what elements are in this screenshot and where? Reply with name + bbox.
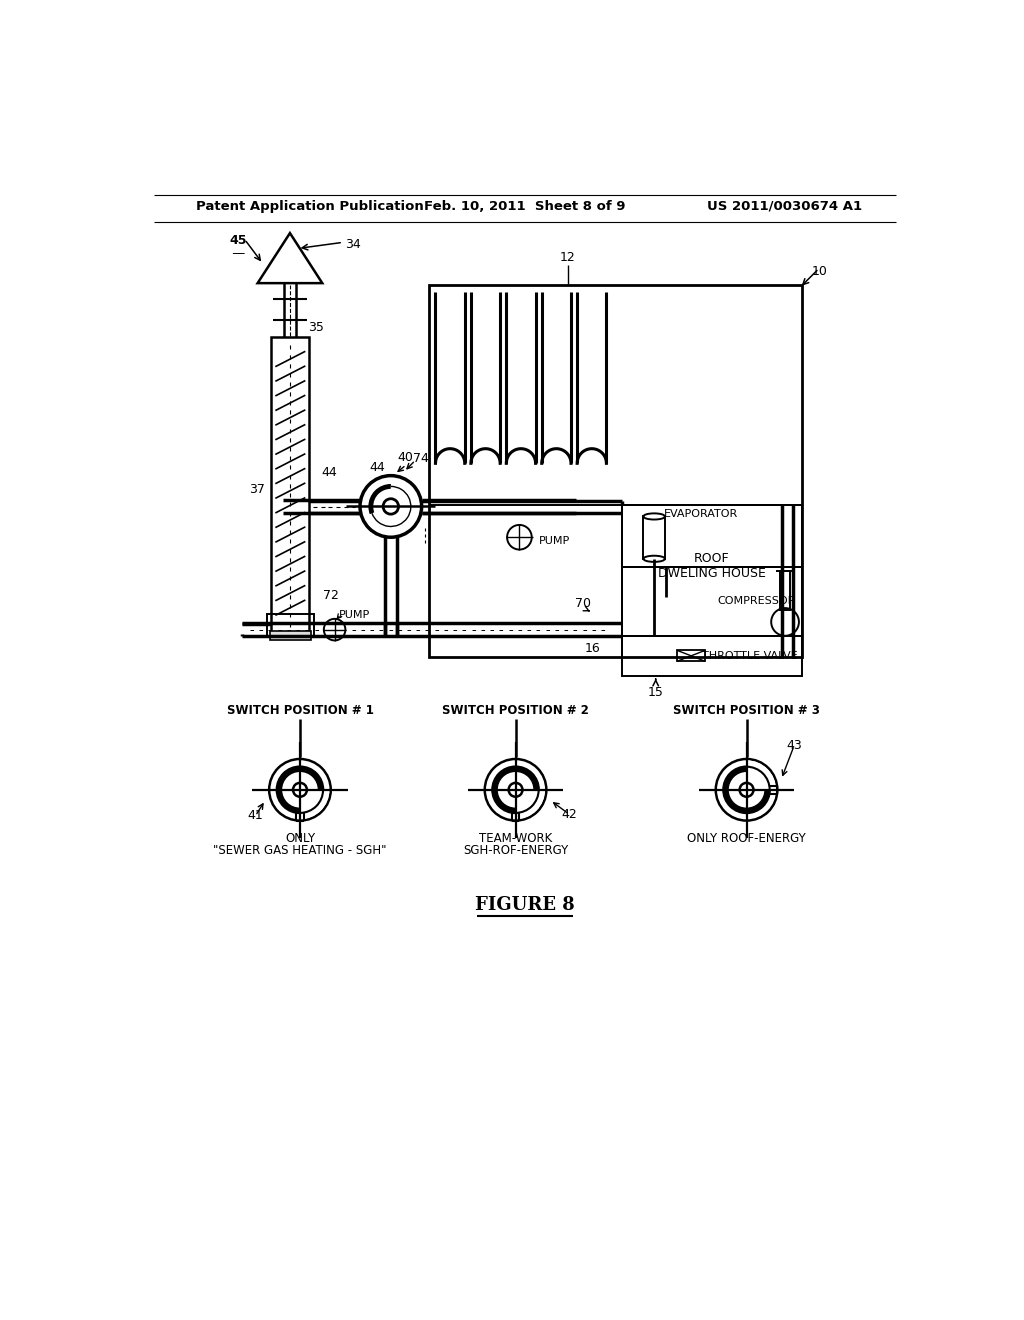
Text: 35: 35 (307, 321, 324, 334)
Text: 10: 10 (811, 265, 827, 277)
Circle shape (324, 619, 345, 640)
Text: 44: 44 (370, 462, 385, 474)
Bar (643, 516, 665, 558)
Text: PUMP: PUMP (539, 536, 570, 546)
Ellipse shape (643, 513, 665, 520)
Text: SWITCH POSITION # 2: SWITCH POSITION # 2 (442, 704, 589, 717)
Text: 40: 40 (397, 451, 413, 465)
Text: "SEWER GAS HEATING - SGH": "SEWER GAS HEATING - SGH" (213, 845, 387, 858)
Text: 42: 42 (561, 808, 578, 821)
Text: __: __ (232, 240, 245, 253)
Circle shape (739, 783, 754, 797)
Text: 41: 41 (248, 809, 263, 822)
Circle shape (497, 771, 535, 808)
Circle shape (771, 609, 799, 636)
Text: ONLY: ONLY (285, 832, 315, 845)
Bar (267, 614, 313, 636)
Text: 44: 44 (322, 466, 337, 479)
Text: Feb. 10, 2011  Sheet 8 of 9: Feb. 10, 2011 Sheet 8 of 9 (424, 199, 626, 213)
Bar (622, 636, 802, 676)
Circle shape (493, 767, 539, 813)
Text: 72: 72 (323, 589, 339, 602)
Circle shape (724, 767, 770, 813)
Text: ROOF
DWELING HOUSE: ROOF DWELING HOUSE (658, 552, 766, 579)
Text: US 2011/0030674 A1: US 2011/0030674 A1 (707, 199, 862, 213)
Text: EVAPORATOR: EVAPORATOR (665, 508, 738, 519)
Ellipse shape (643, 556, 665, 562)
Bar (270, 631, 310, 640)
Circle shape (269, 759, 331, 821)
Circle shape (507, 525, 531, 549)
Bar (622, 504, 802, 566)
Circle shape (371, 487, 411, 527)
Text: Patent Application Publication: Patent Application Publication (196, 199, 424, 213)
Polygon shape (258, 234, 323, 284)
Text: SWITCH POSITION # 1: SWITCH POSITION # 1 (226, 704, 374, 717)
Bar (779, 572, 791, 610)
Circle shape (360, 475, 422, 537)
Text: FIGURE 8: FIGURE 8 (475, 896, 574, 915)
Text: 45: 45 (229, 234, 247, 247)
Circle shape (383, 499, 398, 515)
Circle shape (509, 783, 522, 797)
Circle shape (716, 759, 777, 821)
Text: TEAM-WORK: TEAM-WORK (479, 832, 552, 845)
Text: ONLY ROOF-ENERGY: ONLY ROOF-ENERGY (687, 832, 806, 845)
Circle shape (484, 759, 547, 821)
Bar (429, 285, 802, 657)
Circle shape (728, 771, 765, 808)
Text: 15: 15 (648, 686, 664, 698)
Text: 70: 70 (574, 597, 591, 610)
Circle shape (276, 767, 323, 813)
Circle shape (293, 783, 307, 797)
Text: COMPRESSOR: COMPRESSOR (718, 597, 796, 606)
Text: 74: 74 (413, 453, 429, 465)
Circle shape (282, 771, 318, 808)
Bar (271, 337, 309, 635)
Text: THROTTLE VALVE: THROTTLE VALVE (702, 651, 798, 661)
Text: 37: 37 (250, 483, 265, 496)
Bar (677, 651, 705, 661)
Text: SGH-ROF-ENERGY: SGH-ROF-ENERGY (463, 845, 568, 858)
Text: SWITCH POSITION # 3: SWITCH POSITION # 3 (673, 704, 820, 717)
Text: 12: 12 (560, 251, 575, 264)
Text: 34: 34 (345, 238, 360, 251)
Text: 43: 43 (786, 739, 802, 751)
Text: PUMP: PUMP (339, 610, 370, 619)
Text: 16: 16 (585, 642, 600, 655)
Bar (622, 566, 802, 636)
